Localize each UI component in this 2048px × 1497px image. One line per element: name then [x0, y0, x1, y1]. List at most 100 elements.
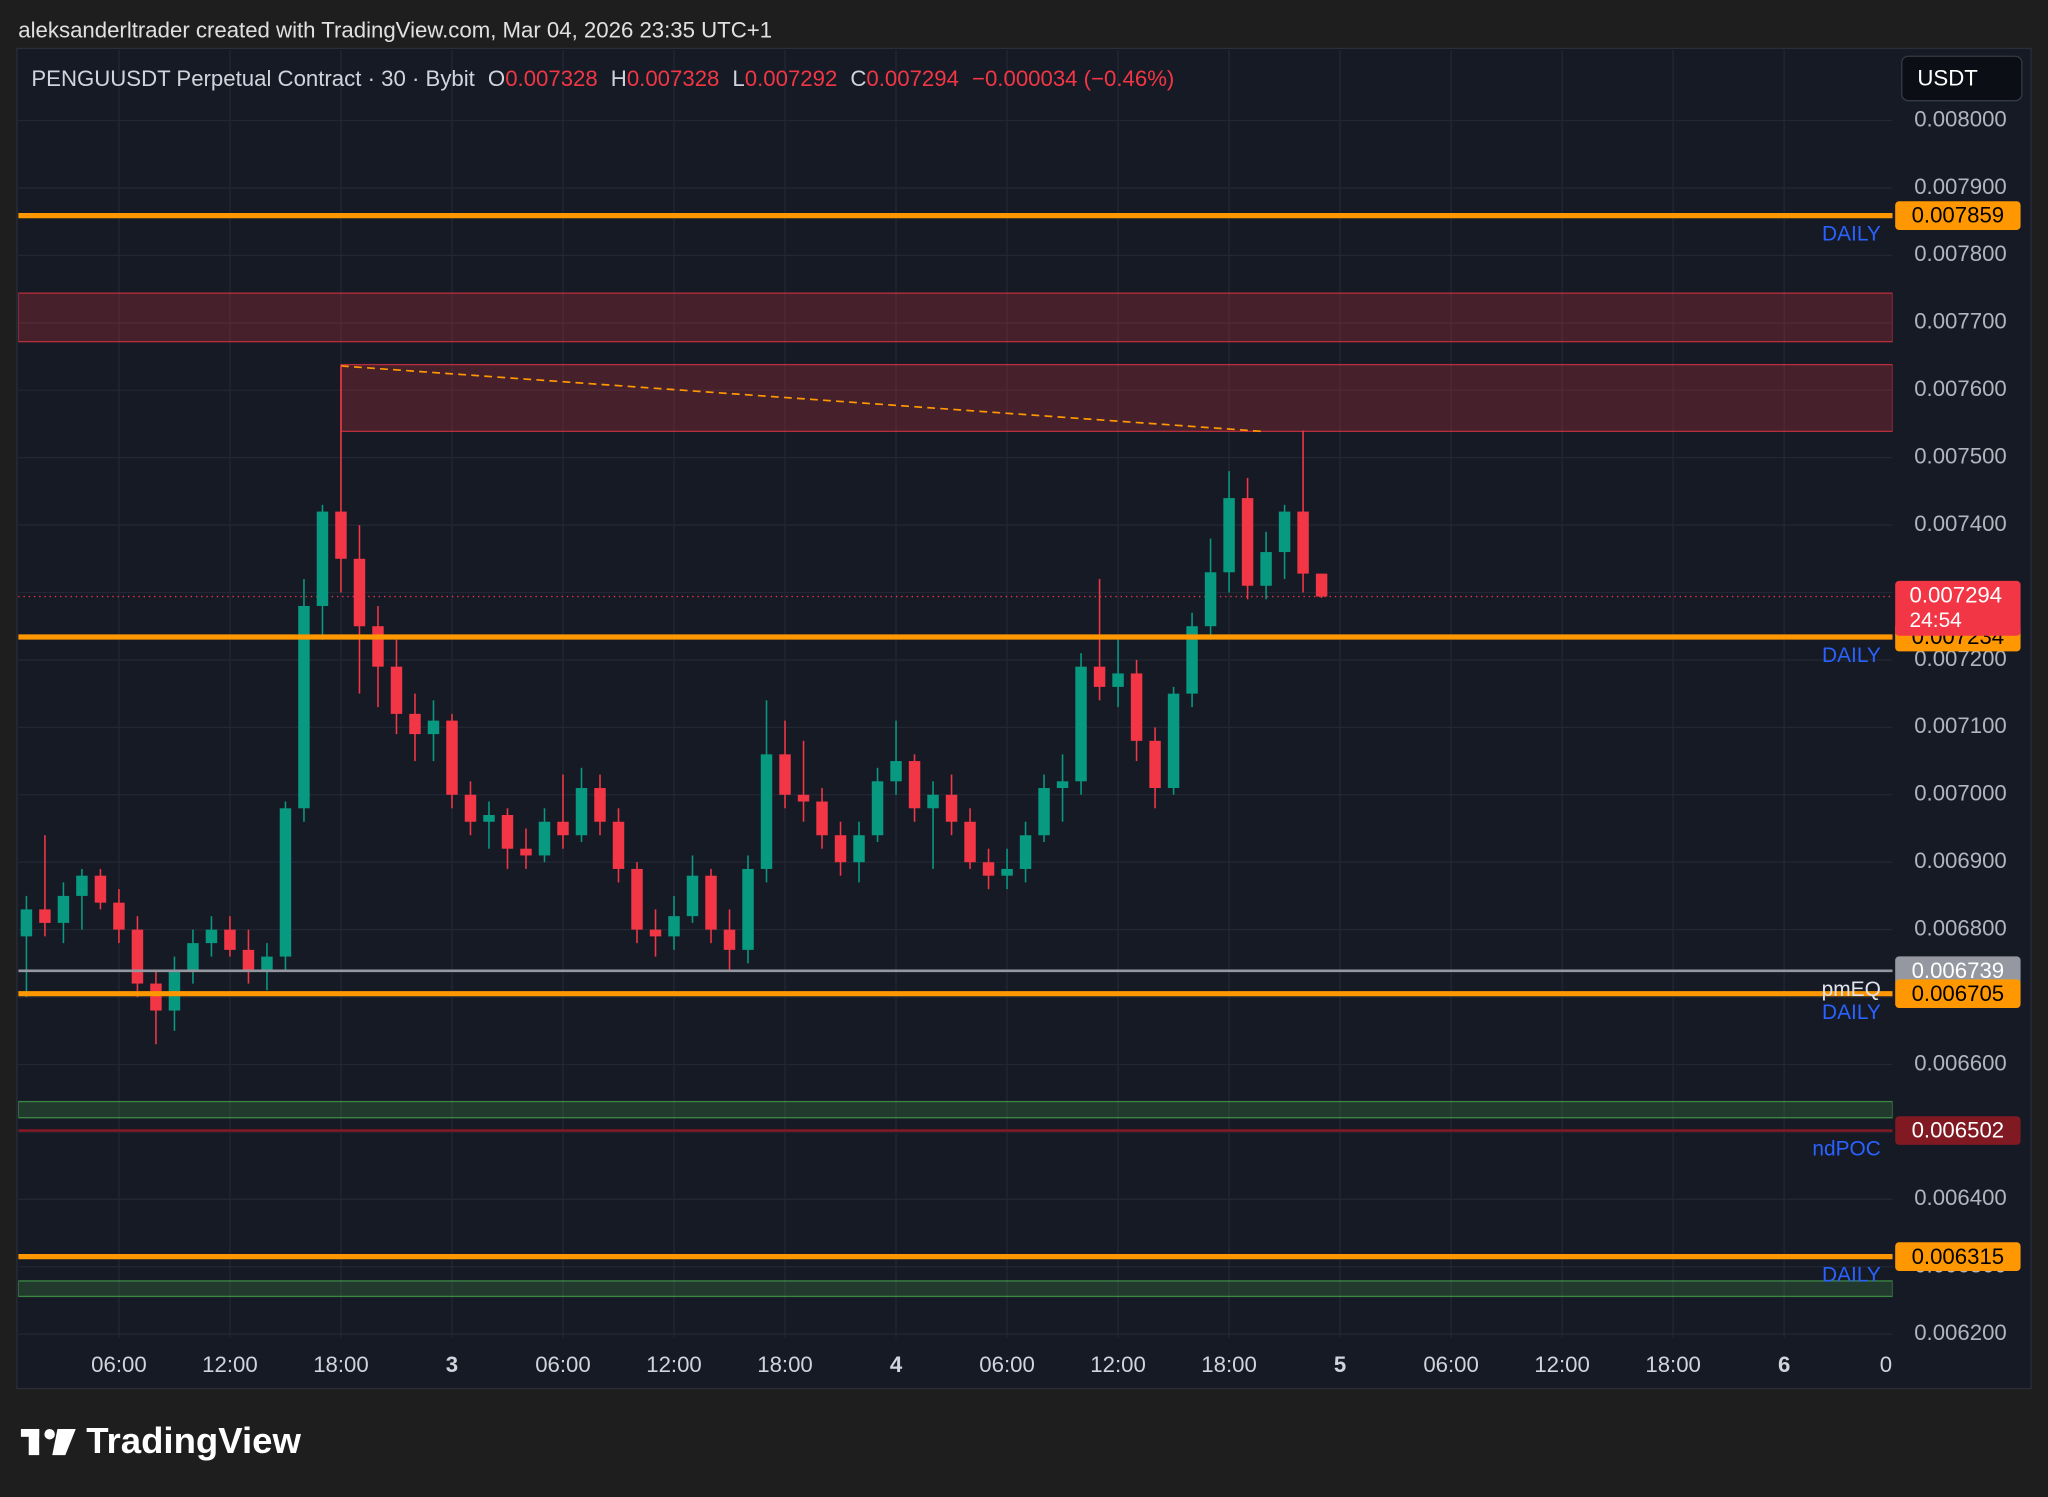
logo-mark	[52, 1428, 76, 1456]
candle-body	[335, 511, 347, 559]
x-tick-label: 12:00	[646, 1352, 702, 1377]
countdown: 24:54	[1910, 609, 1962, 632]
candle-body	[816, 801, 828, 836]
candle-body	[353, 558, 366, 627]
candle-body	[1297, 511, 1309, 574]
candle-body	[538, 821, 551, 856]
candle-body	[1167, 693, 1180, 789]
price-tag-label: 0.006502	[1912, 1118, 2005, 1143]
candle-body	[686, 875, 699, 917]
candle-body	[1315, 573, 1328, 597]
currency-button[interactable]	[1901, 55, 2023, 102]
candle-body	[372, 626, 384, 667]
x-tick-label: 5	[1334, 1352, 1346, 1377]
candle-body	[57, 895, 70, 923]
watermark: aleksanderltrader created with TradingVi…	[18, 17, 772, 42]
price-tag	[1895, 1116, 2021, 1145]
candle-body	[1278, 511, 1291, 553]
y-tick-label: 0.006200	[1914, 1320, 2007, 1345]
x-tick-label: 6	[1778, 1352, 1790, 1377]
level-name: pmEQ	[1822, 978, 1881, 1001]
candle-body	[1075, 666, 1087, 782]
candle-body	[390, 666, 403, 714]
zone	[18, 1280, 1893, 1298]
candle-body	[927, 794, 939, 809]
candle-body	[1112, 673, 1124, 687]
o-value: 0.007328	[505, 66, 598, 91]
y-tick-label: 0.007700	[1914, 309, 2007, 334]
level-name: ndPOC	[1812, 1138, 1880, 1161]
y-tick-label: 0.006900	[1914, 848, 2007, 873]
y-tick-label: 0.007600	[1914, 376, 2007, 401]
candle-body	[168, 970, 181, 1011]
plot: 06:00 12:00 18:00 3 06:00 12:00 18:00 4 06:00 12:…	[18, 49, 2021, 1377]
y-tick-label: 0.007000	[1914, 781, 2007, 806]
candle-body	[797, 794, 810, 802]
y-tick-label: 0.007500	[1914, 444, 2007, 469]
brand: TradingView	[86, 1420, 301, 1461]
zone	[18, 292, 1893, 343]
symbol: PENGUUSDT Perpetual Contract · 30 · Bybi…	[31, 66, 475, 91]
x-tick-label: 18:00	[1645, 1352, 1701, 1377]
candle-body	[205, 929, 218, 944]
candle-body	[760, 754, 773, 869]
candle-body	[705, 875, 717, 930]
candle-body	[908, 761, 921, 809]
candle-body	[39, 909, 51, 923]
y-tick-label: 0.006800	[1914, 915, 2007, 940]
x-tick-label: 3	[446, 1352, 458, 1377]
x-tick-label: 18:00	[313, 1352, 369, 1377]
candle-body	[409, 713, 421, 735]
candle-body	[612, 821, 625, 869]
logo-mark	[44, 1428, 55, 1440]
price-tag-label: 0.006315	[1912, 1244, 2005, 1269]
logo-mark	[28, 1428, 40, 1456]
candle-body	[964, 821, 976, 863]
plot-area	[18, 49, 1893, 1338]
price-tag	[1895, 201, 2021, 230]
l-value: 0.007292	[745, 66, 838, 91]
candle-body	[316, 511, 329, 606]
price-tag-label: 0.007859	[1912, 203, 2005, 228]
candle-body	[779, 754, 791, 795]
legend: PENGUUSDT Perpetual Contract · 30 · Bybi…	[31, 66, 1174, 91]
logo	[20, 1428, 76, 1456]
price-tag	[1895, 979, 2021, 1009]
chart-frame	[16, 47, 2032, 1390]
h-value: 0.007328	[627, 66, 720, 91]
candle-body	[594, 788, 606, 822]
x-tick-label: 06:00	[979, 1352, 1035, 1377]
candle-body	[187, 943, 199, 971]
candle-body	[631, 868, 643, 930]
candle-body	[649, 929, 662, 937]
candle-body	[1056, 781, 1069, 789]
candle-body	[1001, 868, 1013, 876]
level-name: DAILY	[1822, 1001, 1881, 1024]
price-tag-label: 0.006739	[1912, 958, 2005, 983]
x-tick-label: 12:00	[1090, 1352, 1146, 1377]
x-tick-label: 06:00	[91, 1352, 147, 1377]
y-tick-label: 0.008000	[1914, 106, 2007, 131]
candle-body	[1093, 666, 1106, 687]
candle-body	[483, 815, 495, 822]
c-label: C	[850, 66, 866, 91]
last-price-tag	[1895, 580, 2021, 636]
candle-body	[94, 875, 107, 903]
candle-body	[1149, 740, 1161, 789]
currency-label: USDT	[1917, 66, 1978, 91]
candle-body	[742, 868, 754, 950]
candle-body	[242, 949, 255, 971]
candle-body	[20, 909, 33, 937]
x-tick-label: 06:	[1880, 1352, 1911, 1377]
candle-body	[501, 815, 514, 849]
candle-body	[1223, 498, 1235, 573]
candle-body	[834, 835, 847, 863]
candle-body	[76, 875, 88, 896]
candle-body	[446, 720, 458, 795]
candle-body	[945, 794, 958, 822]
candle-body	[150, 983, 162, 1011]
candle-body	[520, 848, 532, 856]
candle-body	[131, 929, 144, 984]
candle-body	[723, 929, 736, 950]
